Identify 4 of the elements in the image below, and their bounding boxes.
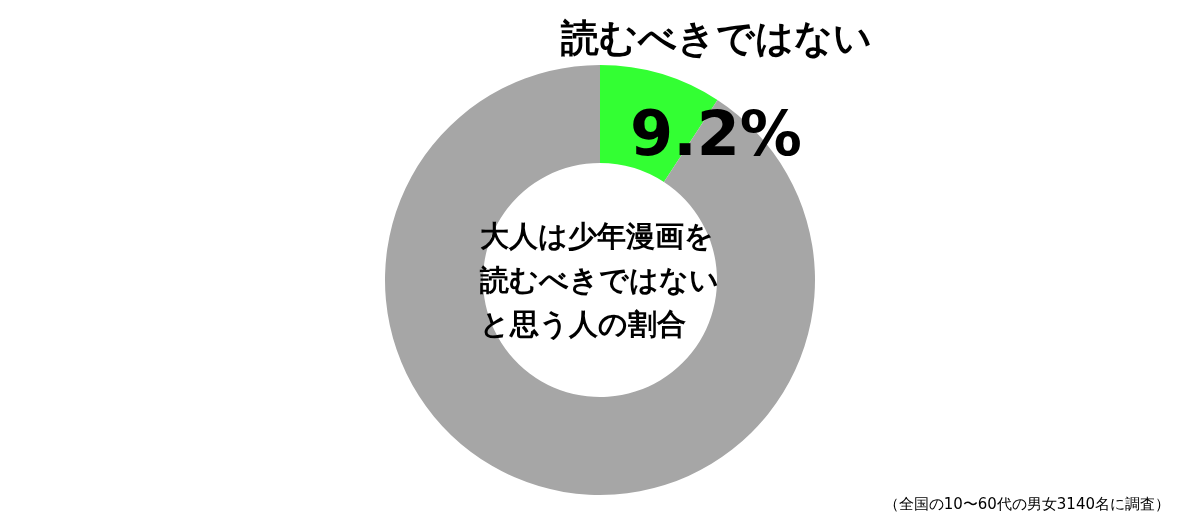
data-label: 9.2% [630, 96, 802, 170]
text: （全国の10〜60代の男女3140名に調査） [883, 495, 1170, 514]
text: 大人は少年漫画を読むべきではないと思う人の割合 [480, 218, 720, 343]
slice-label: 読むべきではない [560, 14, 872, 62]
